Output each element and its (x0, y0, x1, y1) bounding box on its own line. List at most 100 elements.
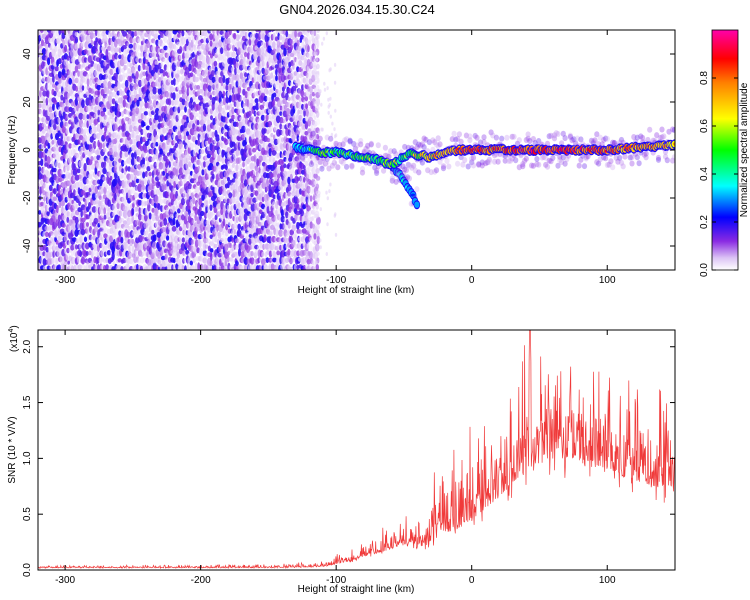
heatmap-cell (296, 39, 300, 47)
heatmap-cell (347, 138, 353, 145)
heatmap-cell (263, 95, 268, 102)
heatmap-cell (215, 271, 220, 279)
heatmap-cell (228, 192, 233, 199)
heatmap-cell (157, 202, 161, 211)
heatmap-cell (144, 95, 148, 103)
heatmap-cell (98, 141, 103, 150)
heatmap-cell (49, 92, 53, 98)
heatmap-cell (177, 125, 181, 132)
heatmap-cell (294, 234, 298, 243)
heatmap-cell (224, 164, 228, 171)
heatmap-cell (249, 257, 255, 265)
heatmap-cell (174, 199, 178, 206)
heatmap-cell (46, 155, 51, 165)
heatmap-cell (121, 111, 124, 117)
heatmap-cell (162, 69, 166, 77)
heatmap-cell (185, 271, 189, 278)
heatmap-cell (315, 263, 319, 270)
heatmap-cell (61, 222, 66, 228)
heatmap-cell (299, 81, 302, 87)
heatmap-cell (128, 43, 134, 49)
heatmap-cell (301, 139, 307, 146)
heatmap-cell (181, 206, 185, 213)
figure-title: GN04.2026.034.15.30.C24 (279, 2, 434, 17)
heatmap-cell (340, 141, 346, 148)
heatmap-cell (222, 218, 226, 227)
heatmap-cell (137, 213, 142, 221)
heatmap-cell (393, 178, 399, 185)
heatmap-cell (279, 89, 282, 95)
heatmap-cell (272, 257, 277, 263)
heatmap-cell (174, 105, 179, 115)
heatmap-cell (280, 188, 285, 194)
heatmap-cell (74, 264, 79, 270)
heatmap-cell (266, 178, 270, 188)
heatmap-cell (172, 217, 176, 226)
heatmap-cell (272, 41, 276, 50)
heatmap-cell (268, 96, 272, 103)
heatmap-cell (55, 257, 59, 265)
heatmap-cell (202, 123, 207, 132)
heatmap-cell (315, 243, 320, 252)
heatmap-cell (322, 164, 325, 169)
heatmap-cell (198, 160, 202, 166)
heatmap-cell (130, 187, 136, 194)
heatmap-cell (135, 77, 139, 84)
heatmap-cell (133, 144, 138, 153)
heatmap-cell (212, 257, 215, 267)
heatmap-cell (109, 142, 114, 148)
heatmap-cell (166, 65, 170, 73)
heatmap-cell (97, 271, 100, 278)
heatmap-cell (283, 272, 287, 277)
heatmap-cell (249, 271, 253, 279)
heatmap-cell (97, 44, 100, 50)
heatmap-cell (94, 30, 98, 37)
heatmap-cell (240, 271, 245, 278)
heatmap-cell (250, 30, 254, 34)
heatmap-cell (313, 133, 318, 140)
heatmap-cell (114, 201, 117, 209)
heatmap-cell (50, 42, 56, 49)
heatmap-cell (70, 101, 74, 107)
heatmap-cell (320, 102, 323, 107)
heatmap-cell (316, 30, 320, 33)
heatmap-cell (235, 121, 239, 127)
heatmap-cell (106, 130, 110, 135)
heatmap-cell (81, 99, 85, 109)
heatmap-cell (80, 256, 86, 265)
heatmap-cell (139, 273, 142, 278)
heatmap-cell (136, 263, 139, 270)
heatmap-cell (237, 94, 243, 102)
heatmap-cell (141, 164, 146, 170)
heatmap-cell (292, 257, 296, 262)
heatmap-cell (279, 111, 283, 116)
heatmap-cell (43, 30, 47, 35)
heatmap-cell (80, 23, 84, 28)
heatmap-cell (263, 115, 267, 122)
heatmap-cell (351, 140, 357, 147)
heatmap-cell (231, 106, 235, 115)
heatmap-cell (244, 272, 248, 277)
heatmap-cell (269, 242, 275, 251)
heatmap-cell (317, 70, 320, 75)
heatmap-cell (234, 67, 237, 76)
heatmap-cell (152, 86, 157, 95)
heatmap-cell (75, 144, 79, 152)
heatmap-cell (220, 23, 225, 30)
heatmap-cell (315, 57, 319, 62)
heatmap-cell (211, 131, 215, 138)
heatmap-cell (111, 98, 116, 105)
heatmap-cell (288, 30, 292, 32)
heatmap-cell (163, 36, 168, 44)
heatmap-cell (109, 68, 114, 76)
heatmap-cell (302, 271, 306, 278)
heatmap-cell (302, 77, 306, 84)
heatmap-cell (94, 41, 98, 50)
heatmap-cell (254, 273, 259, 278)
heatmap-cell (209, 137, 213, 143)
heatmap-cell (137, 38, 142, 44)
heatmap-cell (57, 83, 62, 90)
heatmap-cell (253, 154, 257, 163)
heatmap-cell (160, 61, 163, 68)
heatmap-cell (401, 170, 407, 177)
